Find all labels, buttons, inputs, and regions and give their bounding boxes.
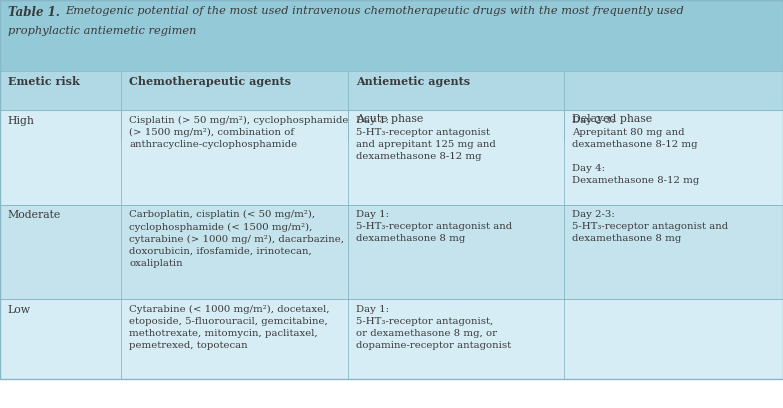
Text: Antiemetic agents: Antiemetic agents	[356, 76, 471, 87]
Text: Day 1:
5-HT₃-receptor antagonist,
or dexamethasone 8 mg, or
dopamine-receptor an: Day 1: 5-HT₃-receptor antagonist, or dex…	[356, 305, 511, 350]
Text: High: High	[8, 116, 34, 126]
Bar	[0, 111, 783, 140]
Bar	[0, 71, 783, 111]
Text: Cytarabine (< 1000 mg/m²), docetaxel,
etoposide, 5-fluorouracil, gemcitabine,
me: Cytarabine (< 1000 mg/m²), docetaxel, et…	[129, 305, 330, 350]
Bar	[0, 299, 783, 379]
Text: Emetic risk: Emetic risk	[8, 76, 80, 87]
Bar	[0, 0, 783, 71]
Bar	[0, 205, 783, 299]
Text: Day 1:
5-HT₃-receptor antagonist
and aprepitant 125 mg and
dexamethasone 8-12 mg: Day 1: 5-HT₃-receptor antagonist and apr…	[356, 116, 496, 161]
Text: Acute phase: Acute phase	[356, 115, 424, 124]
Text: Day 2-3:
5-HT₃-receptor antagonist and
dexamethasone 8 mg: Day 2-3: 5-HT₃-receptor antagonist and d…	[572, 210, 727, 244]
Text: Emetogenic potential of the most used intravenous chemotherapeutic drugs with th: Emetogenic potential of the most used in…	[65, 7, 684, 16]
Text: Day 2-3:
Aprepitant 80 mg and
dexamethasone 8-12 mg

Day 4:
Dexamethasone 8-12 m: Day 2-3: Aprepitant 80 mg and dexamethas…	[572, 116, 699, 185]
Text: Table 1.: Table 1.	[8, 7, 60, 20]
Text: Cisplatin (> 50 mg/m²), cyclophosphamide
(> 1500 mg/m²), combination of
anthracy: Cisplatin (> 50 mg/m²), cyclophosphamide…	[129, 116, 348, 149]
Text: Delayed phase: Delayed phase	[572, 115, 651, 124]
Text: Low: Low	[8, 305, 31, 315]
Text: Chemotherapeutic agents: Chemotherapeutic agents	[129, 76, 291, 87]
Text: prophylactic antiemetic regimen: prophylactic antiemetic regimen	[8, 26, 197, 36]
Text: Day 1:
5-HT₃-receptor antagonist and
dexamethasone 8 mg: Day 1: 5-HT₃-receptor antagonist and dex…	[356, 210, 512, 244]
Text: Moderate: Moderate	[8, 210, 61, 220]
Text: Carboplatin, cisplatin (< 50 mg/m²),
cyclophosphamide (< 1500 mg/m²),
cytarabine: Carboplatin, cisplatin (< 50 mg/m²), cyc…	[129, 210, 345, 268]
Bar	[0, 111, 783, 205]
